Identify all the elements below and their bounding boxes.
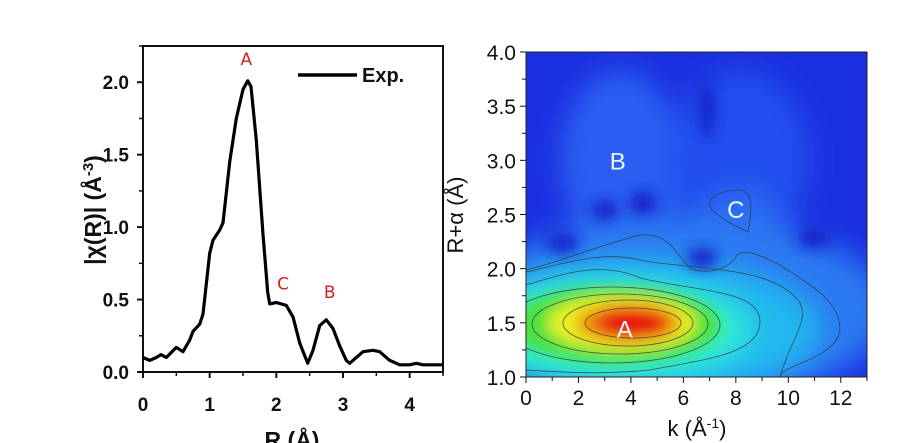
legend-label-exp: Exp.	[362, 65, 404, 87]
x-tick-label: 2	[271, 395, 282, 416]
peak-label-a: A	[241, 50, 253, 70]
left-y-axis-label: |χ(R)| (Å-3)	[79, 155, 106, 265]
right-ticks: 0 2 4 6 8 10 12 1.0 1.5 2.0 2.5 3.0 3.5 4.0	[487, 42, 868, 410]
y-tick-label: 3.0	[487, 150, 516, 173]
y-tick-label: 2.5	[487, 205, 516, 228]
left-annotations: A C B	[241, 50, 336, 303]
dip-4	[686, 248, 718, 268]
x-tick-label: 1	[204, 395, 215, 416]
right-x-axis-label: k (Å-1)	[668, 415, 727, 441]
right-y-axis-label: R+α (Å)	[443, 177, 468, 254]
dip-6	[699, 82, 715, 138]
exp-series-line	[142, 79, 443, 367]
right-x-label-end: )	[719, 416, 726, 441]
y-tick-label: 1.5	[103, 146, 130, 167]
dip-1	[591, 200, 619, 220]
feature-label-a: A	[617, 316, 633, 343]
y-tick-label: 1.0	[487, 367, 516, 390]
feature-label-c: C	[727, 197, 744, 224]
right-x-label-base: k (Å	[668, 416, 707, 441]
y-tick-label: 3.5	[487, 96, 516, 119]
dip-3	[547, 233, 579, 253]
x-tick-label: 10	[777, 387, 800, 410]
left-y-label-base: |χ(R)| (Å	[79, 176, 106, 265]
x-tick-label: 0	[138, 395, 149, 416]
x-tick-label: 6	[678, 387, 690, 410]
left-y-label-end: )	[80, 155, 106, 163]
x-tick-label: 8	[730, 387, 742, 410]
peak-label-b: B	[324, 283, 336, 303]
chi-r-chart: 0 1 2 3 4 0.0 0.5 1.0 1.5 2.0 Exp. A C B R (Å) |χ(R…	[79, 45, 444, 443]
y-tick-label: 2.0	[103, 73, 129, 94]
x-tick-label: 0	[520, 387, 532, 410]
left-y-label-sup: -3	[80, 163, 97, 176]
y-tick-label: 1.0	[103, 218, 129, 239]
left-x-axis-label: R (Å)	[265, 426, 320, 443]
right-annotations: A B C	[610, 148, 745, 343]
dip-5	[798, 228, 830, 248]
feature-label-b: B	[610, 148, 626, 175]
x-tick-label: 4	[625, 387, 637, 410]
y-tick-label: 2.0	[487, 259, 516, 282]
right-x-label-sup: -1	[707, 415, 720, 431]
x-tick-label: 3	[338, 395, 349, 416]
heatmap-field	[526, 52, 867, 377]
wavelet-heatmap: 0 2 4 6 8 10 12 1.0 1.5 2.0 2.5 3.0 3.5 4.0 A B C k (Å-…	[443, 42, 868, 441]
dip-2	[629, 191, 657, 215]
left-plot-frame	[142, 45, 444, 373]
left-ticks: 0 1 2 3 4 0.0 0.5 1.0 1.5 2.0	[103, 45, 444, 416]
x-tick-label: 4	[404, 395, 415, 416]
x-tick-label: 12	[829, 387, 852, 410]
y-tick-label: 4.0	[487, 42, 516, 65]
blob-red	[596, 309, 668, 337]
contour-lines	[526, 189, 841, 377]
y-tick-label: 1.5	[487, 313, 516, 336]
x-tick-label: 2	[573, 387, 585, 410]
peak-label-c: C	[277, 274, 289, 294]
y-tick-label: 0.0	[103, 363, 129, 384]
y-tick-label: 0.5	[103, 291, 130, 312]
